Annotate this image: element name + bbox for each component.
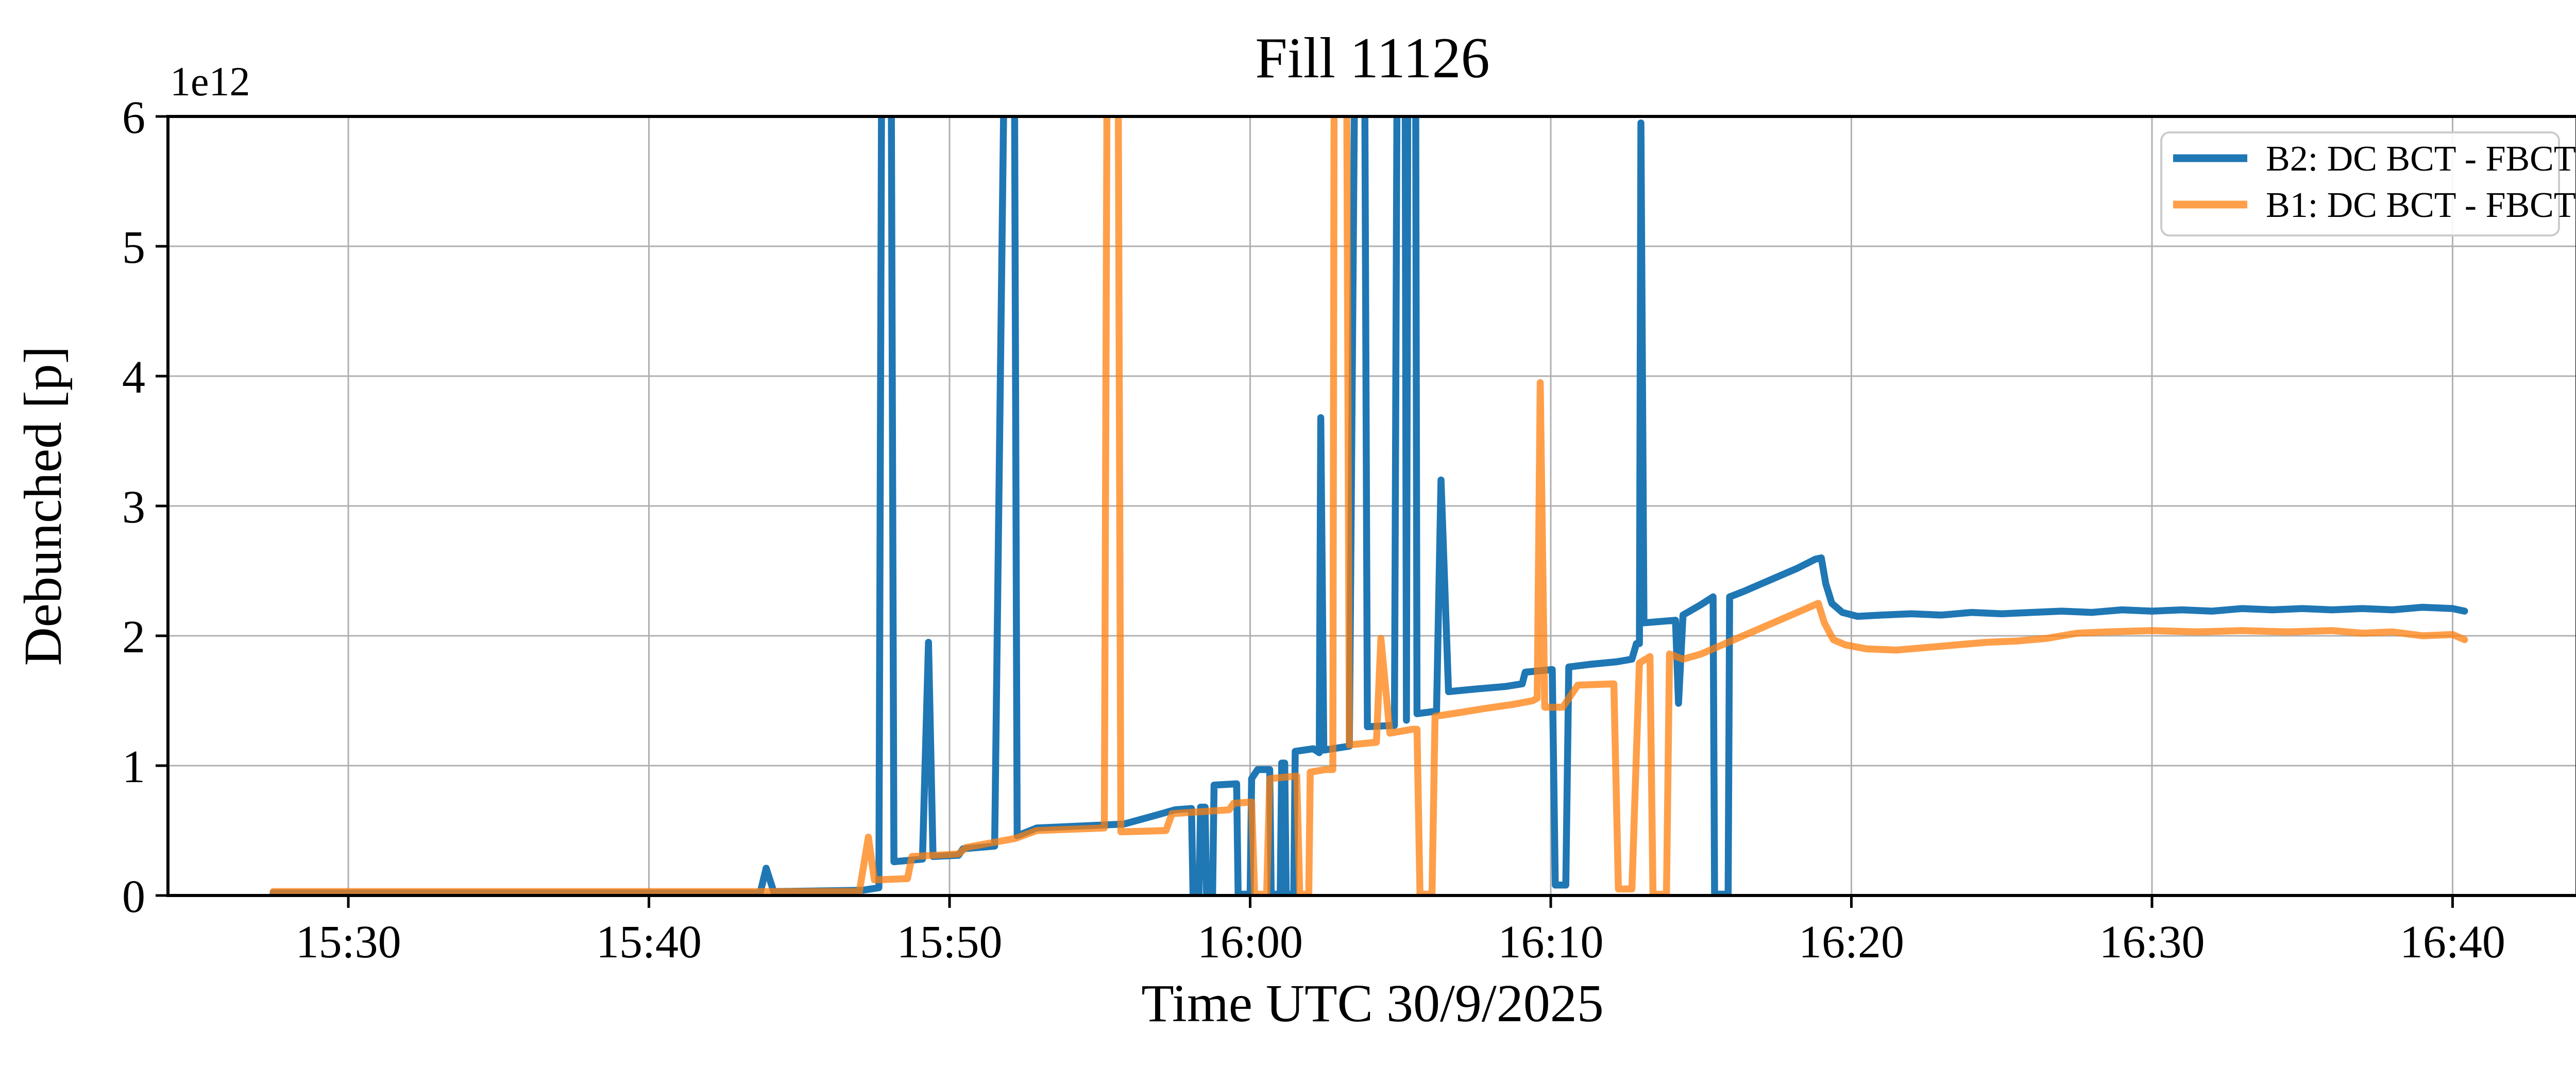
- x-tick-label: 15:40: [596, 917, 702, 968]
- series-layer: [269, 116, 2468, 895]
- legend-label-b1: B1: DC BCT - FBCT: [2266, 185, 2576, 225]
- y-tick-label: 2: [122, 612, 145, 663]
- grid-layer: [168, 115, 2576, 897]
- y-tick-label: 6: [122, 92, 145, 143]
- x-tick-label: 15:50: [897, 917, 1003, 968]
- y-tick-label: 1: [122, 741, 145, 792]
- x-tick-label: 15:30: [296, 917, 401, 968]
- legend-box: [2160, 131, 2560, 236]
- x-axis-label: Time UTC 30/9/2025: [1141, 974, 1604, 1033]
- legend-label-b2: B2: DC BCT - FBCT: [2266, 139, 2576, 179]
- x-tick-label: 16:10: [1498, 917, 1603, 968]
- series-line-b1: [269, 116, 2468, 895]
- y-axis-label: Debunched [p]: [13, 346, 73, 666]
- x-tick-label: 16:20: [1799, 917, 1904, 968]
- x-tick-label: 16:40: [2400, 917, 2505, 968]
- y-tick-label: 4: [122, 352, 145, 403]
- x-tick-label: 16:00: [1197, 917, 1303, 968]
- ticks-layer: 15:30 15:40 15:50 16:00 16:10 16:20 16:30 16:40…: [122, 92, 2505, 968]
- y-tick-label: 5: [122, 222, 145, 273]
- y-tick-label: 0: [122, 871, 145, 922]
- series-line-b2: [269, 116, 2468, 895]
- y-axis-offset-label: 1e12: [170, 59, 250, 105]
- y-tick-label: 3: [122, 482, 145, 533]
- chart-title: Fill 11126: [1255, 26, 1489, 90]
- legend: B2: DC BCT - FBCT B1: DC BCT - FBCT: [2160, 131, 2576, 236]
- x-tick-label: 16:30: [2099, 917, 2205, 968]
